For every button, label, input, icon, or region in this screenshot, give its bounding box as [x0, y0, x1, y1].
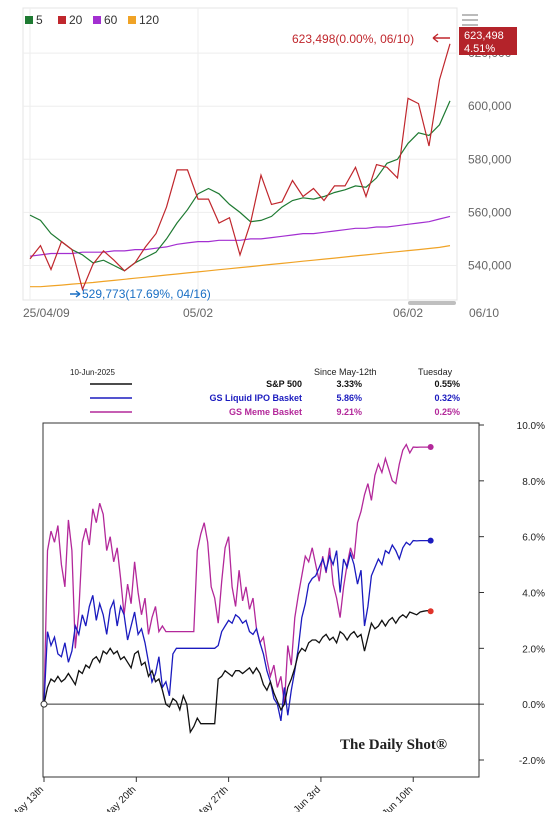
series-line-ma60	[29, 215, 451, 257]
legend-series-name: GS Liquid IPO Basket	[209, 393, 302, 403]
menu-icon[interactable]	[462, 14, 478, 26]
legend: 5 20 60 120	[25, 13, 159, 27]
min-price-annotation: 529,773(17.69%, 04/16)	[82, 287, 211, 301]
max-price-annotation: 623,498(0.00%, 06/10)	[292, 32, 414, 46]
legend-since-value: 9.21%	[336, 407, 362, 417]
y-tick-label: 540,000	[468, 258, 512, 272]
x-tick-label: 25/04/09	[23, 306, 70, 320]
legend-swatch-120	[128, 16, 136, 24]
header-since: Since May-12th	[314, 367, 377, 377]
y-tick-label: 6.0%	[522, 533, 545, 544]
series-line-ma20	[29, 43, 451, 292]
y-tick-label: 600,000	[468, 99, 512, 113]
legend-since-value: 3.33%	[336, 379, 362, 389]
series-end-marker	[427, 537, 434, 544]
last-change-value: 4.51%	[464, 43, 495, 55]
moving-average-chart: 540,000560,000580,000600,000620,00025/04…	[22, 7, 517, 320]
y-tick-label: 580,000	[468, 152, 512, 166]
legend-series-name: S&P 500	[266, 379, 302, 389]
legend-swatch-5	[25, 16, 33, 24]
legend-tuesday-value: 0.32%	[434, 393, 460, 403]
panel-separator	[0, 325, 558, 365]
daily-shot-chart-panel: 10-Jun-2025 Since May-12th Tuesday S&P 5…	[0, 365, 558, 817]
y-tick-label: 4.0%	[522, 589, 545, 600]
legend-series-name: GS Meme Basket	[229, 407, 302, 417]
y-tick-label: 2.0%	[522, 644, 545, 655]
last-price-value: 623,498	[464, 30, 504, 42]
series-end-marker	[427, 444, 434, 451]
legend-since-value: 5.86%	[336, 393, 362, 403]
y-tick-label: 8.0%	[522, 477, 545, 488]
legend-label-60: 60	[104, 13, 118, 27]
max-arrow-icon	[432, 33, 450, 43]
last-price-badge	[459, 27, 517, 55]
x-tick-label: May 20th	[102, 784, 139, 812]
legend-label-5: 5	[36, 13, 43, 27]
x-tick-label: Jun 3rd	[292, 784, 323, 812]
x-tick-label: 06/02	[393, 306, 423, 320]
series-line-ma5	[29, 100, 451, 272]
series-line-gs-meme-basket	[43, 443, 431, 705]
legend-label-120: 120	[139, 13, 159, 27]
moving-average-chart-panel: 540,000560,000580,000600,000620,00025/04…	[0, 0, 558, 325]
header-tuesday: Tuesday	[418, 367, 453, 377]
legend-swatch-20	[58, 16, 66, 24]
daily-shot-chart: 10-Jun-2025 Since May-12th Tuesday S&P 5…	[9, 367, 545, 817]
legend-tuesday-value: 0.25%	[434, 407, 460, 417]
series-line-ma120	[30, 245, 451, 288]
legend-tuesday-value: 0.55%	[434, 379, 460, 389]
x-tick-label: 06/10	[469, 306, 499, 320]
y-tick-label: 560,000	[468, 205, 512, 219]
x-tick-label: May 13th	[9, 784, 46, 812]
y-tick-label: 0.0%	[522, 700, 545, 711]
range-scrollbar[interactable]	[408, 301, 456, 305]
x-tick-label: May 27th	[194, 784, 231, 812]
min-arrow-icon	[70, 290, 81, 298]
series-line-gs-liquid-ipo-basket	[43, 539, 431, 722]
legend-swatch-60	[93, 16, 101, 24]
series-end-marker	[427, 608, 434, 615]
watermark: The Daily Shot®	[340, 737, 447, 753]
legend-label-20: 20	[69, 13, 83, 27]
chart-date: 10-Jun-2025	[70, 368, 115, 377]
y-tick-label: 10.0%	[517, 421, 545, 432]
series-line-s-p-500	[43, 609, 431, 734]
plot-frame	[22, 7, 458, 301]
x-tick-label: Jun 10th	[380, 784, 415, 812]
x-tick-label: 05/02	[183, 306, 213, 320]
origin-marker	[40, 700, 48, 708]
y-tick-label: -2.0%	[519, 756, 545, 767]
plot-frame	[42, 422, 480, 778]
